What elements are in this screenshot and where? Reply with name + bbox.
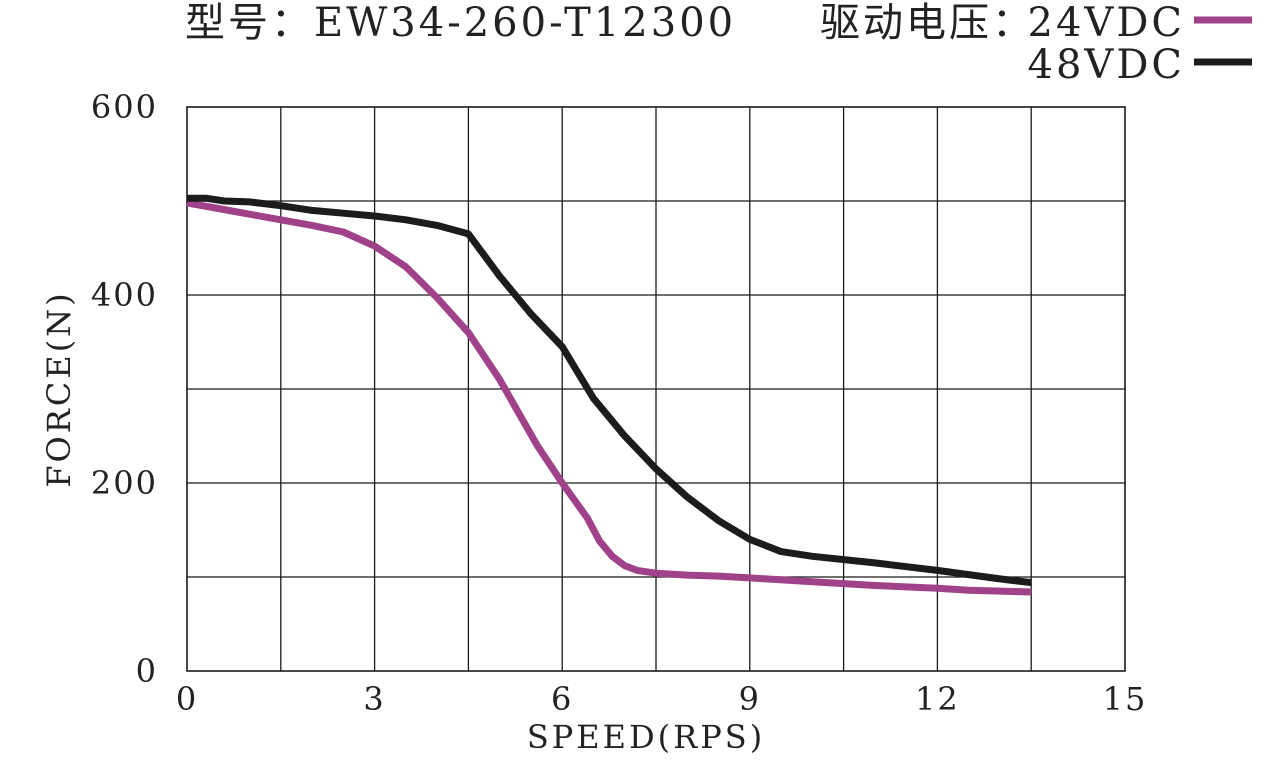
plot-frame <box>186 106 1126 672</box>
y-tick-labels: 0 200 400 600 <box>91 88 158 690</box>
x-tick-label: 9 <box>739 680 761 718</box>
legend-title: 驱动电压： <box>820 0 1035 46</box>
chart-title: 型号：EW34-260-T12300 <box>185 0 736 46</box>
x-tick-label: 3 <box>363 680 385 718</box>
y-axis-label: FORCE(N) <box>40 290 78 487</box>
x-tick-label: 0 <box>176 680 198 718</box>
x-tick-label: 12 <box>915 680 960 718</box>
series-line-1 <box>186 199 1032 596</box>
y-tick-label: 0 <box>136 652 158 690</box>
x-tick-label: 15 <box>1103 680 1148 718</box>
series-lines <box>186 194 1032 596</box>
x-tick-label: 6 <box>551 680 573 718</box>
y-tick-label: 400 <box>91 276 158 314</box>
y-tick-label: 200 <box>91 464 158 502</box>
x-tick-labels: 0 3 6 9 12 15 <box>176 680 1148 718</box>
legend-label-1: 24VDC <box>1028 0 1185 46</box>
grid <box>187 107 1125 671</box>
x-axis-label: SPEED(RPS) <box>527 718 765 756</box>
legend-label-2: 48VDC <box>1028 42 1185 88</box>
series-line-2 <box>187 194 1032 587</box>
y-tick-label: 600 <box>91 88 158 126</box>
